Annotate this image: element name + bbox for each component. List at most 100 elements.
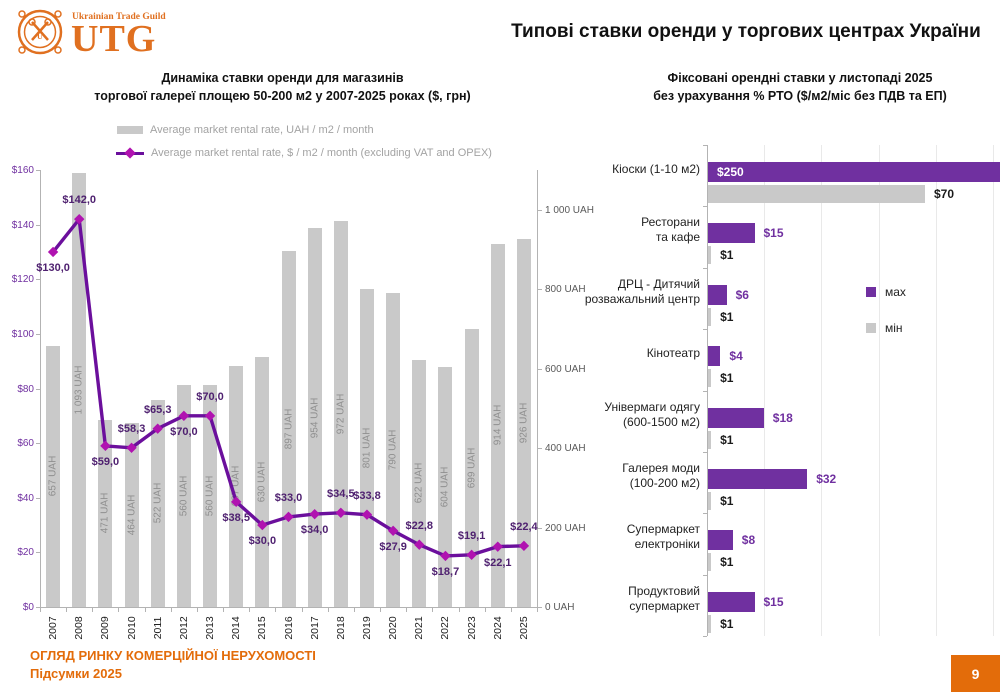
uah-axis-tick: [538, 607, 542, 608]
max-bar: [708, 223, 755, 244]
max-value-label: $6: [735, 287, 749, 302]
max-bar: [708, 162, 1000, 182]
category-label: Ресторани та кафе: [641, 215, 700, 245]
uah-bar: [490, 243, 505, 607]
category-axis-tick: [703, 574, 707, 576]
uah-axis-tick-label: 0 UAH: [545, 602, 575, 613]
usd-point-marker: [178, 410, 190, 422]
x-axis-tick: [196, 608, 198, 612]
min-bar: [708, 246, 712, 265]
category-axis-tick: [703, 329, 707, 331]
gridline: [993, 145, 994, 636]
usd-axis-tick: [36, 170, 40, 171]
max-value-label: $15: [763, 226, 784, 241]
max-value-label: $4: [729, 349, 743, 364]
left-chart-title-line1: Динаміка ставки оренди для магазинів: [161, 71, 404, 85]
uah-axis-tick: [538, 448, 542, 450]
min-legend-label: мін: [885, 321, 903, 335]
uah-axis-tick: [538, 209, 542, 211]
x-axis-tick: [510, 608, 512, 612]
usd-axis-tick-label: $20: [17, 547, 34, 559]
usd-axis-tick: [36, 333, 40, 335]
category-axis-tick: [703, 145, 707, 146]
usd-point-marker: [283, 511, 294, 523]
uah-axis-tick-label: 800 UAH: [545, 284, 586, 296]
category-axis-tick: [703, 513, 707, 515]
usd-point-marker: [152, 423, 163, 434]
uah-bar-swatch: [117, 126, 143, 134]
min-value-label: $1: [720, 371, 734, 386]
max-bar: [708, 530, 733, 551]
uah-bar: [464, 329, 479, 607]
x-axis-tick: [484, 608, 486, 612]
usd-point-marker: [257, 519, 268, 531]
category-axis-tick: [703, 451, 707, 453]
x-axis-tick: [537, 608, 538, 612]
usd-point-label: $65,3: [143, 403, 172, 416]
usd-point-label: $34,5: [327, 487, 355, 500]
min-bar: [708, 307, 712, 326]
usd-point-marker: [466, 549, 477, 561]
usd-point-label: $18,7: [431, 565, 460, 578]
usd-point-label: $142,0: [62, 194, 97, 207]
max-bar: [708, 468, 808, 489]
left-legend-item-usd: Average market rental rate, $ / m2 / mon…: [116, 146, 492, 160]
max-legend-label: мах: [885, 285, 906, 299]
uah-legend-label: Average market rental rate, UAH / m2 / m…: [150, 124, 374, 136]
category-label: Кінотеатр: [646, 345, 700, 360]
usd-line-swatch: [116, 147, 144, 159]
usd-point-marker: [126, 442, 137, 453]
max-bar: [708, 284, 727, 305]
x-axis-tick: [118, 608, 120, 612]
usd-point-label: $130,0: [36, 261, 70, 274]
footer-line1: ОГЛЯД РИНКУ КОМЕРЦІЙНОЇ НЕРУХОМОСТІ: [30, 648, 316, 663]
max-value-label: $18: [772, 410, 793, 425]
usd-axis-tick: [36, 279, 40, 281]
x-axis-tick: [458, 608, 460, 612]
max-swatch: [866, 287, 876, 297]
right-chart-title-line1: Фіксовані орендні ставки у листопаді 202…: [667, 71, 933, 85]
max-value-label: $32: [816, 471, 837, 486]
uah-axis-tick-label: 1 000 UAH: [545, 204, 594, 216]
uah-bar: [150, 399, 165, 607]
usd-point-marker: [74, 213, 85, 225]
usd-legend-label: Average market rental rate, $ / m2 / mon…: [151, 147, 492, 159]
min-bar: [708, 614, 712, 633]
uah-bar: [229, 365, 244, 607]
category-label: Супермаркет електроніки: [626, 522, 700, 552]
usd-point-marker: [230, 496, 242, 508]
usd-point-marker: [47, 246, 59, 258]
uah-axis-tick: [538, 289, 542, 291]
category-label: Кіоски (1-10 м2): [612, 161, 700, 176]
min-bar: [708, 369, 712, 388]
gridline: [878, 145, 880, 636]
usd-point-label: $19,1: [457, 529, 486, 542]
usd-axis-tick-label: $100: [11, 328, 34, 340]
uah-bar: [255, 356, 270, 607]
min-value-label: $1: [720, 248, 734, 263]
usd-point-label: $30,0: [248, 535, 277, 548]
usd-point-label: $59,0: [91, 455, 120, 468]
usd-point-marker: [100, 440, 111, 452]
x-axis-tick: [406, 608, 408, 612]
utg-logo: U Ukrainian Trade Guild UTG: [16, 6, 316, 58]
x-axis-tick: [275, 608, 277, 612]
category-axis-tick: [703, 206, 707, 208]
x-axis-tick: [92, 608, 94, 612]
min-value-label: $1: [720, 493, 734, 508]
usd-axis-tick-label: $80: [17, 383, 34, 395]
max-value-label: $8: [741, 533, 756, 548]
usd-axis-tick: [36, 388, 40, 390]
uah-axis-tick: [538, 368, 542, 370]
x-axis-tick: [301, 608, 303, 612]
gridline: [821, 145, 823, 636]
usd-axis-tick-label: $40: [17, 492, 34, 504]
category-axis-tick: [703, 390, 707, 392]
right-legend-item-min: мін: [866, 321, 903, 335]
logo-tagline: Ukrainian Trade Guild: [72, 12, 166, 22]
x-axis-tick: [380, 608, 382, 612]
usd-point-label: $38,5: [222, 511, 250, 524]
uah-bar: [72, 172, 87, 607]
x-axis-tick: [249, 608, 251, 612]
